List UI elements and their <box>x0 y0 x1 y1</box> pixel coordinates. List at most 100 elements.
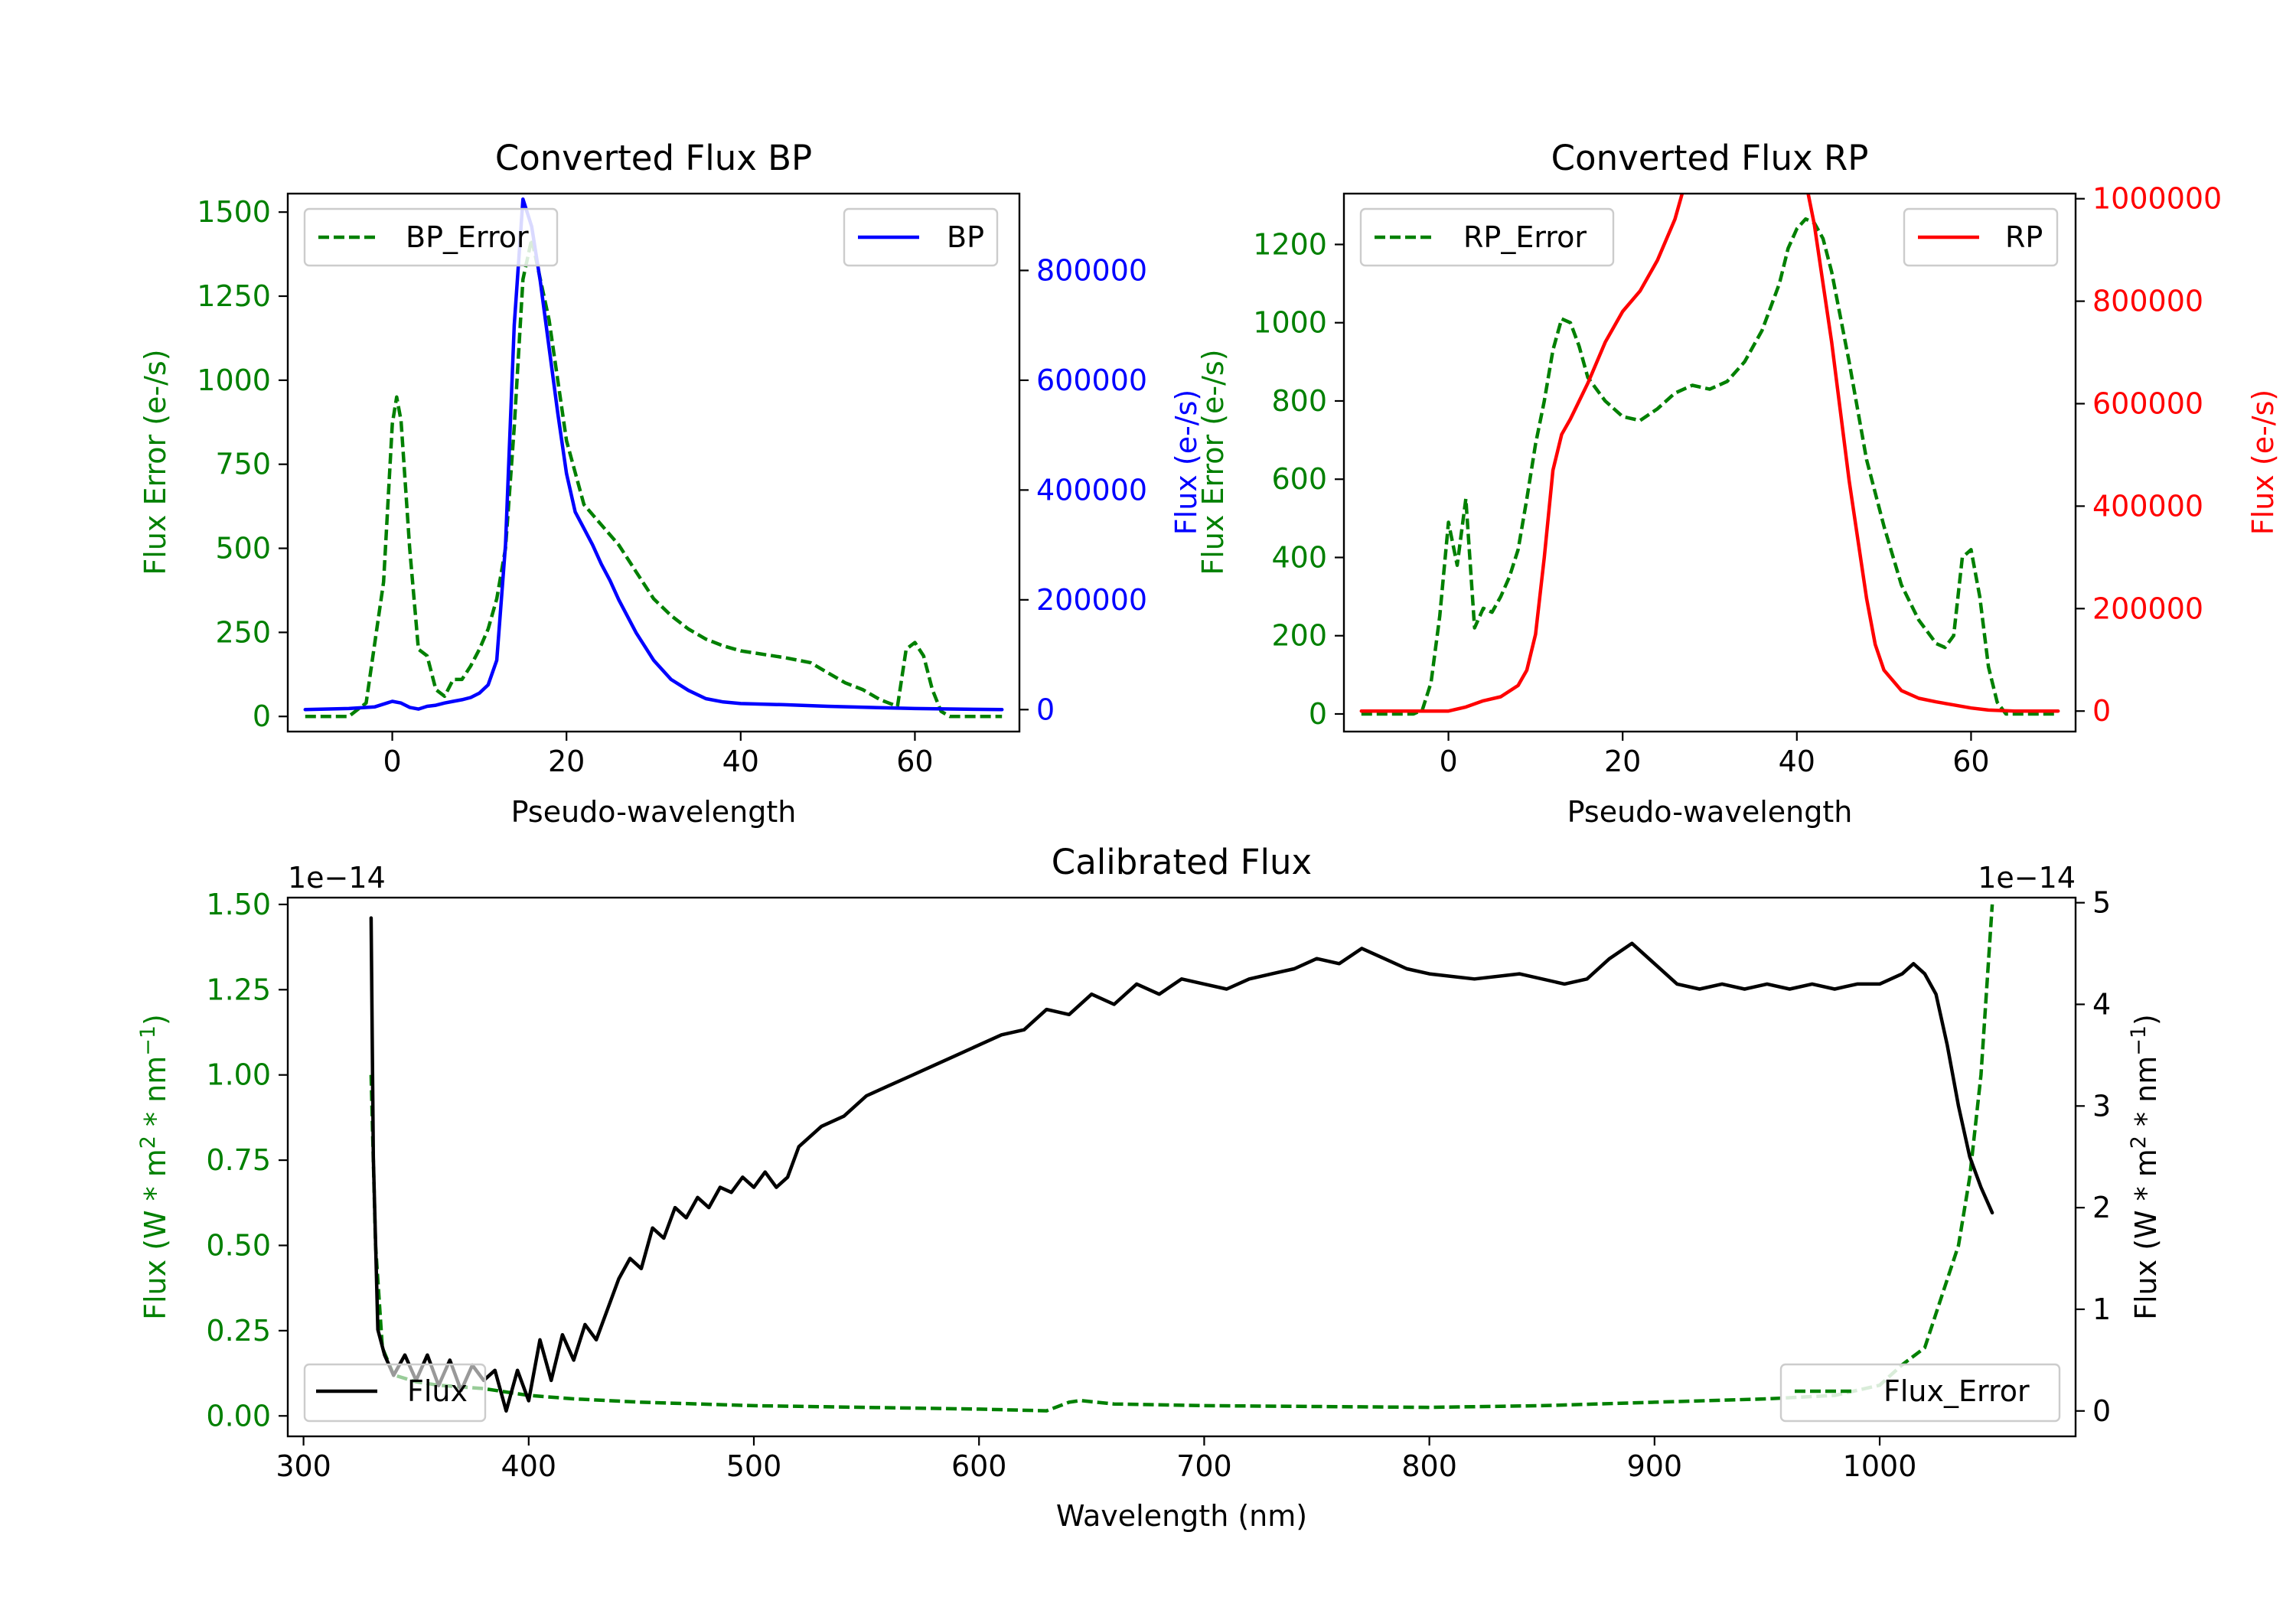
cal-x-tick-label: 800 <box>1401 1449 1457 1483</box>
rp-legend-flux-box <box>1903 207 2059 267</box>
rp-left-tick-label: 0 <box>1309 697 1327 731</box>
rp-series-rp-error <box>1361 217 2059 716</box>
chart-rp: Converted Flux RP Pseudo-wavelength Flux… <box>1196 138 2280 829</box>
bp-legend-error-label: BP_Error <box>406 220 529 254</box>
bp-legend-flux: BP <box>843 207 999 267</box>
rp-right-tick-label: 0 <box>2092 694 2111 728</box>
cal-left-tick-label: 0.25 <box>206 1314 271 1348</box>
bp-legend-flux-box <box>843 207 999 267</box>
rp-left-tick-label: 200 <box>1271 619 1327 653</box>
cal-left-tick-label: 1.00 <box>206 1058 271 1092</box>
bp-x-axis-label: Pseudo-wavelength <box>511 795 797 829</box>
bp-x-tick-label: 0 <box>383 745 401 778</box>
cal-right-tick-label: 0 <box>2092 1394 2111 1428</box>
bp-series-bp-error <box>305 237 1003 719</box>
calibrated-x-ticks: 300 400 500 600 700 800 900 1000 <box>276 1436 1916 1483</box>
calibrated-left-axis-label: Flux (W * m2 * nm−1) <box>136 1014 172 1320</box>
bp-legend-error: BP_Error <box>303 207 559 267</box>
bp-left-tick-label: 1000 <box>197 363 271 397</box>
rp-x-axis-label: Pseudo-wavelength <box>1567 795 1853 829</box>
calibrated-legend-error: Flux_Error <box>1779 1363 2061 1423</box>
rp-x-tick-label: 60 <box>1952 745 1989 778</box>
cal-right-tick-label: 5 <box>2092 886 2111 920</box>
rp-left-tick-label: 400 <box>1271 540 1327 574</box>
rp-legend-flux: RP <box>1903 207 2059 267</box>
rp-right-tick-label: 600000 <box>2092 387 2203 421</box>
bp-right-ticks: 0 200000 400000 600000 800000 <box>1019 253 1147 726</box>
rp-right-tick-label: 800000 <box>2092 285 2203 318</box>
bp-right-tick-label: 0 <box>1036 693 1055 726</box>
cal-x-tick-label: 300 <box>276 1449 331 1483</box>
cal-x-tick-label: 500 <box>726 1449 782 1483</box>
rp-legend-error-box <box>1359 207 1615 267</box>
rp-left-tick-label: 1000 <box>1253 306 1327 340</box>
bp-x-tick-label: 60 <box>896 745 933 778</box>
bp-plot-frame <box>286 192 1021 733</box>
cal-left-tick-label: 1.50 <box>206 888 271 921</box>
rp-plot-frame <box>1342 192 2077 733</box>
calibrated-series-lines <box>369 904 1994 1413</box>
rp-title: Converted Flux RP <box>1551 138 1869 178</box>
calibrated-legend-error-label: Flux_Error <box>1883 1374 2030 1408</box>
cal-right-tick-label: 2 <box>2092 1191 2111 1224</box>
calibrated-right-axis-label: Flux (W * m2 * nm−1) <box>2127 1014 2163 1320</box>
bp-right-tick-label: 800000 <box>1036 253 1147 287</box>
rp-legend-error-label: RP_Error <box>1463 220 1587 254</box>
bp-series-bp <box>303 197 1004 712</box>
bp-right-tick-label: 600000 <box>1036 363 1147 397</box>
bp-x-tick-label: 40 <box>722 745 759 778</box>
bp-x-ticks: 0 20 40 60 <box>383 732 934 778</box>
calibrated-right-offset: 1e−14 <box>1978 861 2076 895</box>
rp-x-tick-label: 0 <box>1439 745 1457 778</box>
rp-legend-error: RP_Error <box>1359 207 1615 267</box>
cal-x-tick-label: 600 <box>951 1449 1007 1483</box>
calibrated-left-ticks: 0.00 0.25 0.50 0.75 1.00 1.25 1.50 <box>206 888 288 1433</box>
rp-left-tick-label: 800 <box>1271 384 1327 418</box>
calibrated-x-axis-label: Wavelength (nm) <box>1056 1499 1307 1533</box>
bp-right-axis-label: Flux (e-/s) <box>1169 390 1203 535</box>
cal-x-tick-label: 1000 <box>1843 1449 1917 1483</box>
cal-left-tick-label: 0.75 <box>206 1143 271 1177</box>
bp-title: Converted Flux BP <box>495 138 812 178</box>
bp-x-tick-label: 20 <box>548 745 585 778</box>
rp-left-tick-label: 600 <box>1271 462 1327 496</box>
bp-legend-flux-label: BP <box>947 220 984 254</box>
calibrated-legend-flux-box <box>303 1363 487 1423</box>
cal-right-tick-label: 1 <box>2092 1292 2111 1326</box>
chart-calibrated: Calibrated Flux Wavelength (nm) 1e−14 1e… <box>136 842 2163 1533</box>
cal-x-tick-label: 900 <box>1627 1449 1683 1483</box>
rp-left-tick-label: 1200 <box>1253 227 1327 261</box>
rp-right-tick-label: 400000 <box>2092 489 2203 523</box>
rp-right-tick-label: 1000000 <box>2092 182 2222 216</box>
cal-series-flux <box>369 916 1994 1413</box>
chart-bp: Converted Flux BP Pseudo-wavelength Flux… <box>139 138 1203 829</box>
bp-left-tick-label: 500 <box>215 532 271 566</box>
calibrated-left-offset: 1e−14 <box>288 861 386 895</box>
bp-left-tick-label: 0 <box>253 699 271 733</box>
bp-left-tick-label: 1250 <box>197 279 271 313</box>
rp-x-tick-label: 20 <box>1604 745 1641 778</box>
rp-left-axis-label: Flux Error (e-/s) <box>1196 349 1230 575</box>
bp-legend-error-box <box>303 207 559 267</box>
rp-right-tick-label: 200000 <box>2092 592 2203 625</box>
rp-right-axis-label: Flux (e-/s) <box>2246 390 2280 535</box>
cal-series-flux-error <box>369 904 1994 1413</box>
calibrated-legend-flux-label: Flux <box>407 1374 468 1408</box>
bp-right-tick-label: 200000 <box>1036 583 1147 617</box>
calibrated-legend-flux: Flux <box>303 1363 487 1423</box>
rp-x-tick-label: 40 <box>1779 745 1815 778</box>
bp-left-ticks: 0 250 500 750 1000 1250 1500 <box>197 195 288 733</box>
calibrated-plot-frame <box>286 896 2077 1438</box>
bp-left-axis-label: Flux Error (e-/s) <box>139 349 172 575</box>
bp-left-tick-label: 1500 <box>197 195 271 229</box>
bp-right-tick-label: 400000 <box>1036 473 1147 507</box>
cal-left-tick-label: 0.00 <box>206 1399 271 1433</box>
bp-series-lines <box>303 197 1004 719</box>
bp-left-tick-label: 750 <box>215 448 271 481</box>
cal-x-tick-label: 700 <box>1176 1449 1232 1483</box>
cal-right-tick-label: 4 <box>2092 987 2111 1021</box>
cal-x-tick-label: 400 <box>501 1449 557 1483</box>
cal-left-tick-label: 1.25 <box>206 973 271 1006</box>
rp-series-rp <box>1359 194 2060 713</box>
cal-right-tick-label: 3 <box>2092 1089 2111 1123</box>
